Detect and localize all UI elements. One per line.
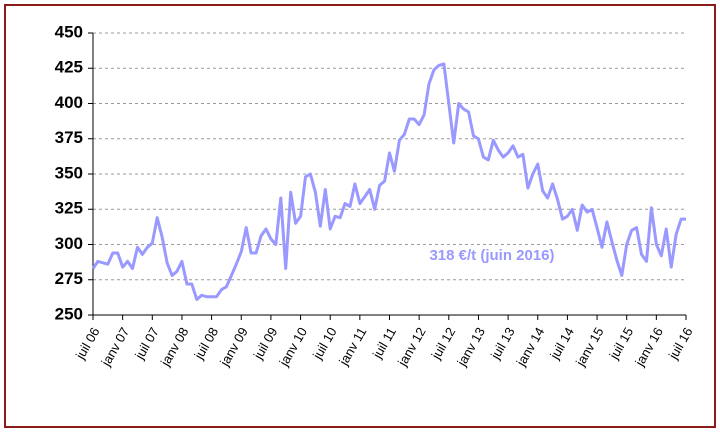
y-tick-label: 400 xyxy=(55,93,83,112)
y-tick-label: 275 xyxy=(55,269,83,288)
y-tick-label: 250 xyxy=(55,304,83,323)
y-tick-label: 325 xyxy=(55,199,83,218)
data-line xyxy=(91,62,686,301)
y-tick-label: 425 xyxy=(55,58,83,77)
frame xyxy=(4,4,716,428)
annotation: 318 €/t (juin 2016) xyxy=(429,247,554,264)
y-tick-label: 375 xyxy=(55,128,83,147)
y-tick-label: 300 xyxy=(55,234,83,253)
y-tick-label: 450 xyxy=(55,22,83,41)
y-tick-label: 350 xyxy=(55,163,83,182)
